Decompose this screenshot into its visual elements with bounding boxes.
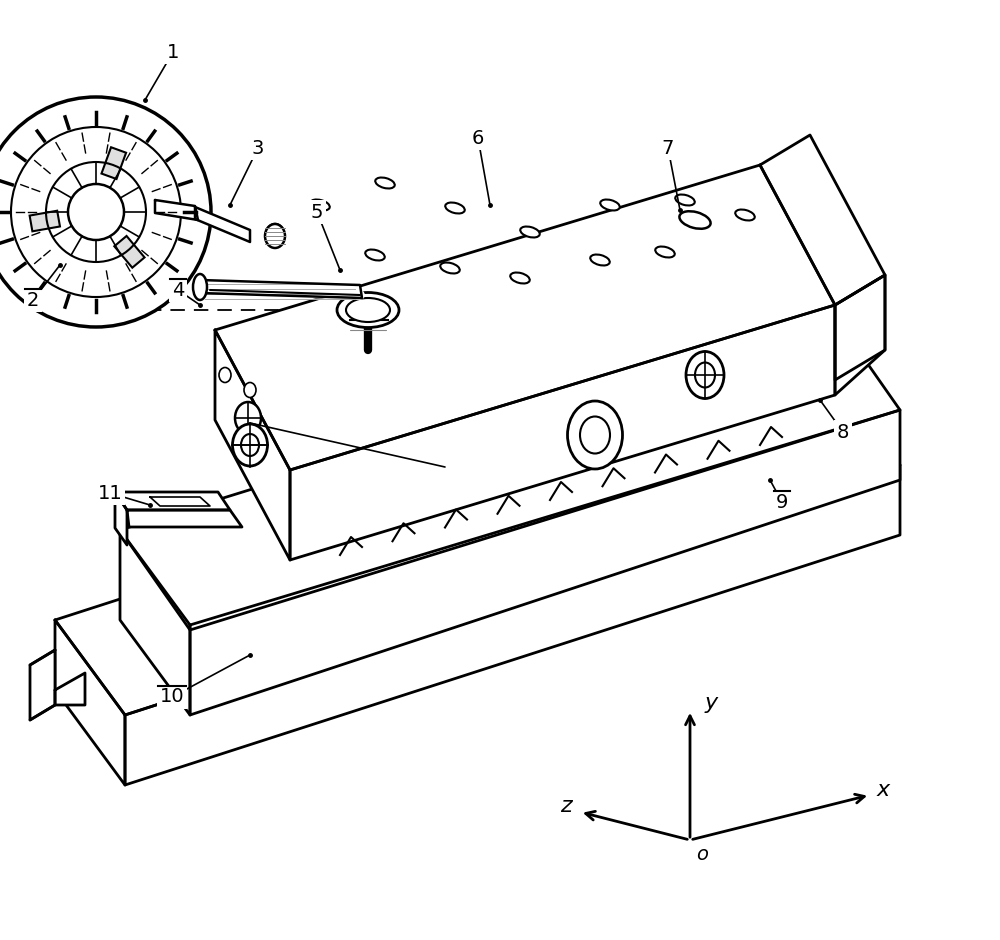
Polygon shape — [115, 492, 230, 510]
Ellipse shape — [590, 255, 610, 265]
Ellipse shape — [600, 199, 620, 211]
Polygon shape — [195, 207, 250, 242]
Text: 4: 4 — [172, 280, 184, 300]
Polygon shape — [115, 492, 127, 545]
Ellipse shape — [735, 210, 755, 221]
Text: 2: 2 — [27, 290, 39, 309]
FancyBboxPatch shape — [30, 211, 60, 231]
Polygon shape — [290, 305, 835, 560]
Text: $o$: $o$ — [696, 845, 709, 865]
Text: 7: 7 — [662, 138, 674, 158]
Text: $z$: $z$ — [560, 796, 574, 816]
Text: 11: 11 — [98, 483, 122, 503]
Ellipse shape — [233, 424, 268, 466]
FancyBboxPatch shape — [114, 236, 145, 268]
Ellipse shape — [375, 178, 395, 189]
Text: 3: 3 — [252, 138, 264, 158]
Polygon shape — [55, 370, 900, 715]
Ellipse shape — [244, 383, 256, 398]
Polygon shape — [55, 673, 85, 705]
Text: 9: 9 — [776, 493, 788, 511]
Polygon shape — [190, 410, 900, 715]
Ellipse shape — [440, 262, 460, 274]
Text: 1: 1 — [167, 42, 179, 61]
Polygon shape — [155, 200, 198, 220]
Ellipse shape — [686, 352, 724, 399]
Text: 10: 10 — [160, 687, 184, 707]
Polygon shape — [215, 330, 290, 560]
Ellipse shape — [580, 416, 610, 453]
Polygon shape — [835, 275, 885, 395]
Ellipse shape — [675, 195, 695, 206]
Ellipse shape — [568, 401, 622, 469]
Polygon shape — [150, 497, 210, 506]
Polygon shape — [120, 530, 190, 715]
Polygon shape — [55, 620, 125, 785]
Ellipse shape — [346, 298, 390, 322]
Ellipse shape — [241, 434, 259, 456]
Text: $y$: $y$ — [704, 695, 720, 715]
Ellipse shape — [235, 402, 261, 434]
Polygon shape — [125, 465, 900, 785]
Ellipse shape — [520, 227, 540, 238]
Polygon shape — [120, 310, 900, 630]
Ellipse shape — [510, 273, 530, 284]
Ellipse shape — [695, 363, 715, 387]
Ellipse shape — [365, 249, 385, 260]
Polygon shape — [835, 275, 885, 380]
Text: $l$: $l$ — [472, 532, 478, 550]
Text: 5: 5 — [311, 202, 323, 222]
Polygon shape — [760, 135, 885, 305]
Ellipse shape — [219, 368, 231, 383]
Polygon shape — [30, 650, 55, 720]
Ellipse shape — [337, 292, 399, 327]
Polygon shape — [215, 165, 835, 470]
Polygon shape — [200, 280, 362, 298]
Ellipse shape — [655, 246, 675, 258]
Ellipse shape — [265, 224, 285, 248]
Text: 8: 8 — [837, 422, 849, 442]
Ellipse shape — [679, 212, 711, 228]
Circle shape — [68, 184, 124, 240]
Text: $h$: $h$ — [395, 542, 407, 560]
Ellipse shape — [193, 274, 207, 300]
Ellipse shape — [445, 202, 465, 213]
Circle shape — [0, 97, 211, 327]
Ellipse shape — [266, 224, 284, 246]
Polygon shape — [127, 510, 242, 527]
Text: 6: 6 — [472, 129, 484, 148]
Ellipse shape — [310, 199, 330, 211]
Text: $x$: $x$ — [876, 780, 892, 800]
FancyBboxPatch shape — [101, 148, 126, 179]
